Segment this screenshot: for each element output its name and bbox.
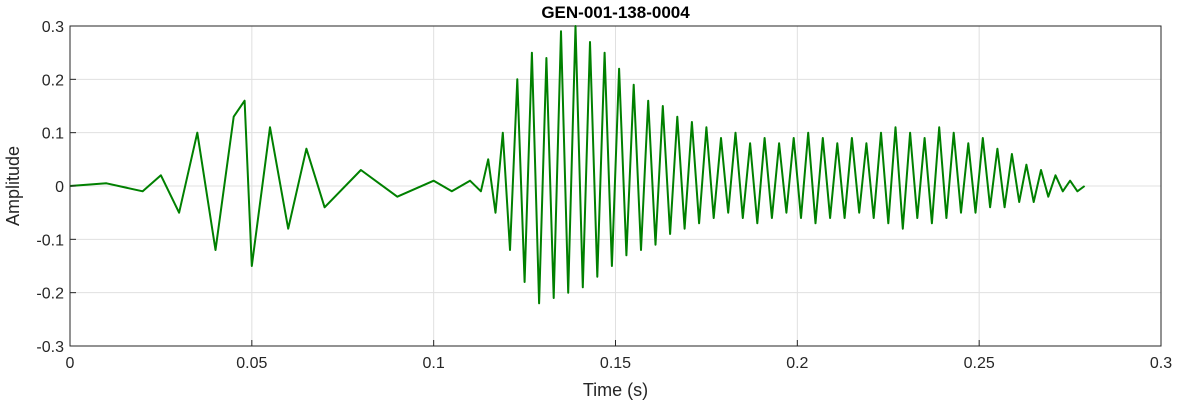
series-layer (69, 25, 1086, 305)
x-axis-label: Time (s) (583, 380, 648, 400)
y-tick-label: -0.1 (36, 232, 64, 249)
y-tick-label: -0.2 (36, 286, 64, 303)
y-axis-label: Amplitude (3, 146, 23, 226)
x-tick-label: 0.3 (1150, 355, 1172, 372)
x-ticks: 0 0.05 0.1 0.15 0.2 0.25 0.3 (66, 340, 1172, 372)
y-tick-label: 0 (55, 179, 64, 196)
x-tick-label: 0.05 (236, 355, 267, 372)
series-line (69, 25, 1086, 305)
x-tick-label: 0.1 (423, 355, 445, 372)
y-tick-label: 0.2 (42, 72, 64, 89)
y-tick-label: -0.3 (36, 339, 64, 356)
y-tick-label: 0.3 (42, 19, 64, 36)
x-tick-label: 0.15 (600, 355, 631, 372)
x-tick-label: 0.2 (786, 355, 808, 372)
x-tick-label: 0 (66, 355, 75, 372)
y-ticks: -0.3 -0.2 -0.1 0 0.1 0.2 0.3 (36, 19, 76, 356)
x-tick-label: 0.25 (964, 355, 995, 372)
y-tick-label: 0.1 (42, 126, 64, 143)
chart-title: GEN-001-138-0004 (541, 3, 690, 22)
